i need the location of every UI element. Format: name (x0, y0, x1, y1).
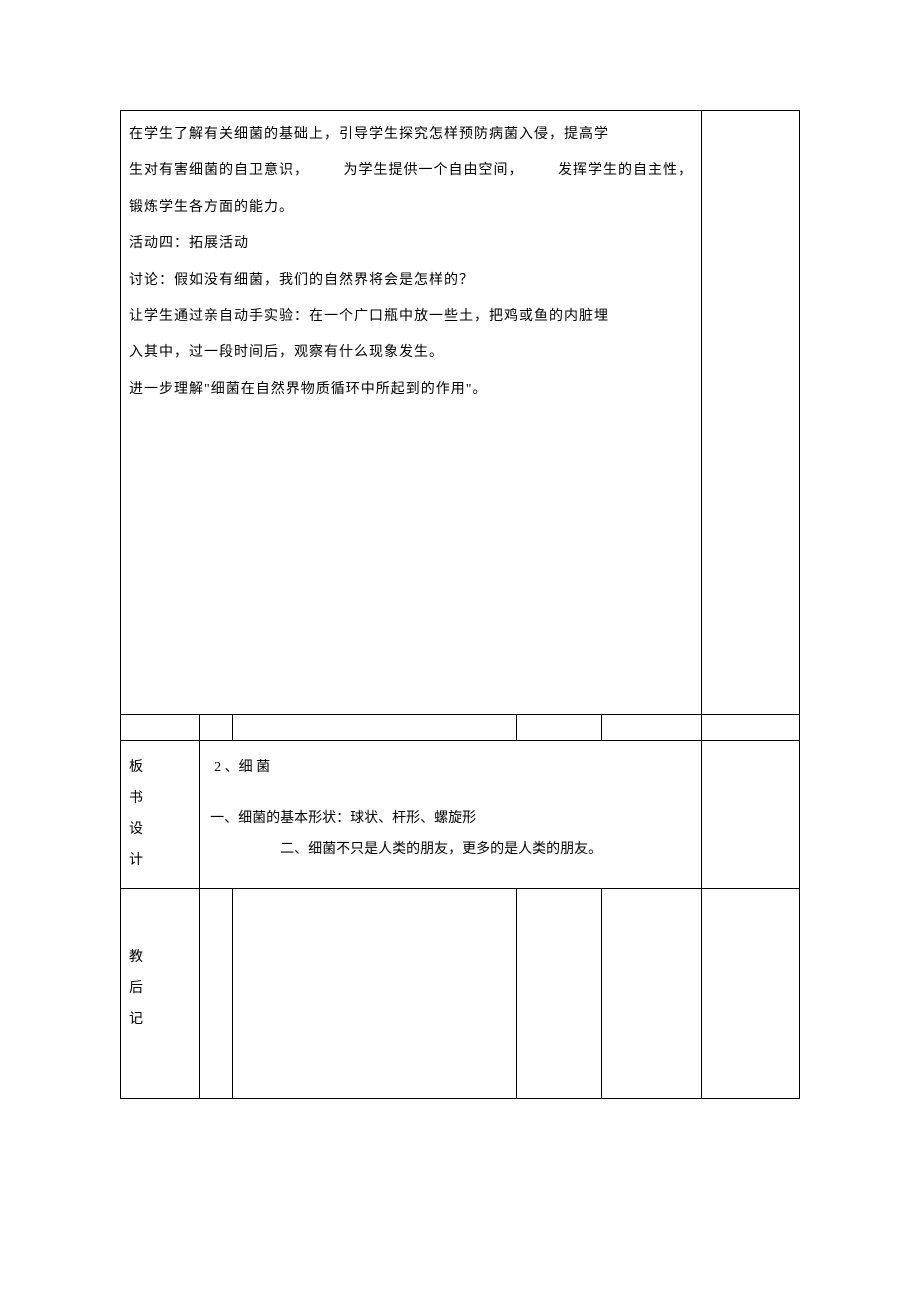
banshu-l1: 板 (129, 753, 191, 784)
jh-c5 (601, 889, 701, 1099)
jiaohou-l1: 教 (129, 943, 191, 974)
para-1b-2: 为学生提供一个自由空间， (343, 153, 523, 189)
para-5: 入其中，过一段时间后，观察有什么现象发生。 (129, 335, 693, 371)
banshu-l2: 书 (129, 784, 191, 815)
para-1a: 在学生了解有关细菌的基础上，引导学生探究怎样预防病菌入侵，提高学 (129, 117, 693, 153)
jiaohou-l2: 后 (129, 974, 191, 1005)
sep-c5 (601, 715, 701, 741)
para-4: 让学生通过亲自动手实验：在一个广口瓶中放一些土，把鸡或鱼的内脏埋 (129, 299, 693, 335)
sep-c6 (701, 715, 799, 741)
para-1b-1: 生对有害细菌的自卫意识， (129, 153, 309, 189)
lesson-plan-table: 在学生了解有关细菌的基础上，引导学生探究怎样预防病菌入侵，提高学 生对有害细菌的… (120, 110, 800, 1099)
sep-c2 (200, 715, 232, 741)
jh-c3 (232, 889, 517, 1099)
para-1b: 生对有害细菌的自卫意识， 为学生提供一个自由空间， 发挥学生的自主性， (129, 153, 693, 189)
para-1b-3: 发挥学生的自主性， (558, 153, 693, 189)
banshu-l3: 设 (129, 815, 191, 846)
banshu-gap (210, 784, 691, 804)
sep-c4 (517, 715, 602, 741)
jh-c6 (701, 889, 799, 1099)
board-design-content: 2 、细 菌 一、细菌的基本形状：球状、杆形、螺旋形 二、细菌不只是人类的朋友，… (200, 741, 702, 889)
teaching-notes-row: 教 后 记 (121, 889, 800, 1099)
main-right-cell (701, 111, 799, 715)
board-design-row: 板 书 设 计 2 、细 菌 一、细菌的基本形状：球状、杆形、螺旋形 二、细菌不… (121, 741, 800, 889)
main-spacer (129, 408, 693, 708)
banshu-title: 2 、细 菌 (214, 753, 691, 784)
jh-c4 (517, 889, 602, 1099)
jiaohou-l3: 记 (129, 1005, 191, 1036)
jh-c2 (200, 889, 232, 1099)
main-content-row: 在学生了解有关细菌的基础上，引导学生探究怎样预防病菌入侵，提高学 生对有害细菌的… (121, 111, 800, 715)
banshu-line1: 一、细菌的基本形状：球状、杆形、螺旋形 (210, 804, 691, 835)
main-content-cell: 在学生了解有关细菌的基础上，引导学生探究怎样预防病菌入侵，提高学 生对有害细菌的… (121, 111, 702, 715)
sep-c3 (232, 715, 517, 741)
para-2: 活动四：拓展活动 (129, 226, 693, 262)
para-6: 进一步理解"细菌在自然界物质循环中所起到的作用"。 (129, 372, 693, 408)
board-design-side (701, 741, 799, 889)
sep-c1 (121, 715, 200, 741)
main-text: 在学生了解有关细菌的基础上，引导学生探究怎样预防病菌入侵，提高学 生对有害细菌的… (129, 117, 693, 408)
para-3: 讨论：假如没有细菌，我们的自然界将会是怎样的？ (129, 263, 693, 299)
para-1c: 锻炼学生各方面的能力。 (129, 190, 693, 226)
banshu-l4: 计 (129, 846, 191, 877)
board-design-label: 板 书 设 计 (121, 741, 200, 889)
banshu-line2: 二、细菌不只是人类的朋友，更多的是人类的朋友。 (280, 835, 691, 866)
teaching-notes-label: 教 后 记 (121, 889, 200, 1099)
separator-row (121, 715, 800, 741)
